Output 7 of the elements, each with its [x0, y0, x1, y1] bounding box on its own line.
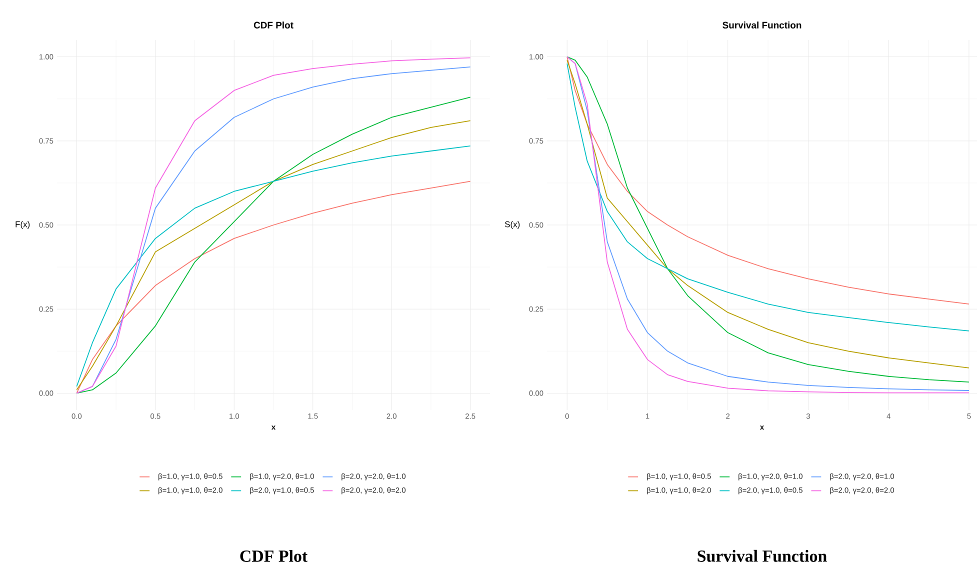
y-axis-title: S(x) [504, 221, 520, 229]
chart-title: Survival Function [722, 22, 802, 29]
line-series [76, 180, 471, 394]
chart-title: CDF Plot [254, 22, 294, 29]
text: Survival Function [698, 550, 827, 562]
y-axis-title: F(x) [16, 221, 30, 229]
text: CDF Plot [240, 550, 308, 562]
